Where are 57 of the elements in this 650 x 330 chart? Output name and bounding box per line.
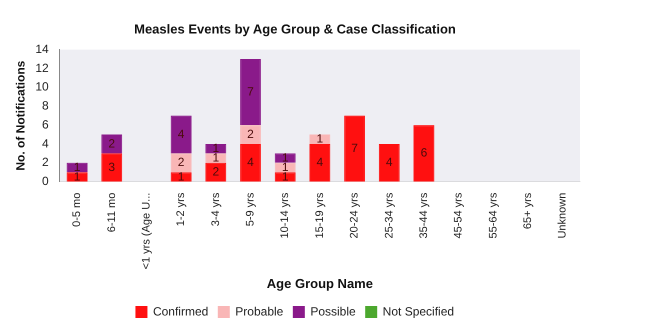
y-axis-title: No. of Notifications	[14, 60, 28, 171]
data-label: 6	[420, 146, 428, 160]
bar	[240, 144, 261, 182]
data-label: 2	[178, 155, 185, 170]
data-label: 4	[178, 126, 185, 141]
bar	[66, 172, 88, 182]
data-label: 4	[247, 155, 254, 170]
x-tick-label: 5-9 yrs	[244, 192, 257, 226]
x-tick-label: Unknown	[556, 192, 569, 239]
y-tick-label: 12	[35, 60, 50, 75]
legend-label: Confirmed	[152, 304, 208, 318]
x-tick-label: 3-4 yrs	[210, 192, 222, 226]
x-tick-label: 45-54 yrs	[452, 192, 465, 239]
bar	[344, 116, 365, 182]
data-label: 1	[316, 132, 324, 146]
bar	[240, 125, 261, 144]
bar	[170, 172, 192, 182]
x-tick-label: 20-24 yrs	[348, 192, 361, 239]
x-tick-label: 25-34 yrs	[383, 192, 396, 239]
x-tick-label: 55-64 yrs	[487, 192, 500, 239]
x-tick-label: <1 yrs (Age U...	[140, 192, 152, 270]
y-tick-label: 2	[42, 155, 50, 170]
data-label: 4	[316, 155, 324, 170]
x-tick-label: 15-19 yrs	[314, 192, 326, 239]
bar	[309, 144, 330, 182]
y-tick-label: 14	[35, 42, 50, 56]
y-tick-label: 10	[35, 80, 50, 94]
legend-label: Probable	[235, 304, 284, 318]
y-tick-label: 0	[42, 174, 50, 188]
x-axis-title: Age Group Name	[266, 276, 373, 291]
x-tick-label: 0-5 mo	[71, 192, 84, 227]
y-tick-label: 8	[42, 98, 50, 113]
bar	[240, 59, 261, 126]
data-label: 7	[351, 140, 358, 155]
legend-label: Possible	[310, 304, 356, 318]
data-label: 7	[247, 84, 254, 98]
data-label: 4	[386, 155, 393, 170]
data-label: 1	[178, 169, 185, 184]
data-label: 3	[108, 160, 116, 174]
data-label: 2	[212, 164, 220, 179]
bar	[309, 134, 330, 144]
bar	[101, 153, 122, 182]
bar	[414, 125, 434, 182]
y-tick-label: 4	[42, 136, 50, 150]
x-tick-label: 6-11 mo	[106, 192, 118, 232]
x-tick-label: 1-2 yrs	[175, 192, 188, 226]
bar	[170, 153, 192, 172]
x-tick-label: 65+ yrs	[522, 192, 534, 230]
legend-label: Not Specified	[382, 304, 454, 318]
data-label: 2	[247, 126, 254, 141]
y-tick-label: 6	[42, 117, 50, 132]
x-tick-label: 10-14 yrs	[279, 192, 292, 239]
x-tick-label: 35-44 yrs	[418, 192, 430, 239]
data-label: 2	[108, 136, 116, 150]
bar	[378, 144, 400, 182]
bar	[170, 116, 192, 154]
chart-title: Measles Events by Age Group & Case Classification	[134, 21, 456, 36]
